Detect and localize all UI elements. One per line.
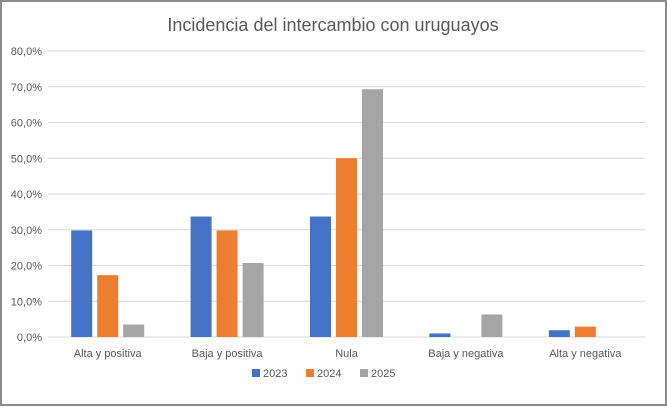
legend: 2023 2024 2025 (252, 368, 395, 380)
legend-label: 2025 (371, 368, 395, 380)
x-category-label: Alta y negativa (549, 348, 622, 360)
x-category-label: Nula (335, 348, 359, 360)
y-tick-label: 10,0% (11, 296, 42, 308)
bar-2025-1 (242, 262, 264, 337)
bar-2025-3 (481, 314, 503, 337)
bar-2024-1 (216, 230, 238, 337)
bar-2025-2 (362, 89, 383, 337)
bar-2024-0 (97, 275, 119, 337)
y-tick-label: 0,0% (17, 332, 42, 344)
chart-title: Incidencia del intercambio con uruguayos (167, 15, 498, 35)
x-axis-labels: Alta y positiva Baja y positiva Nula Baja y… (74, 348, 622, 360)
bar-2023-0 (71, 230, 93, 337)
bar-chart: Incidencia del intercambio con uruguayos… (11, 15, 645, 380)
y-axis-ticks: 0,0% 10,0% 20,0% 30,0% 40,0% 50,0% 60,0% 70,0% 8… (11, 46, 42, 344)
y-tick-label: 50,0% (11, 153, 42, 165)
x-category-label: Baja y negativa (428, 348, 504, 360)
y-tick-label: 40,0% (11, 189, 42, 201)
legend-swatch-2023 (252, 369, 260, 377)
bar-2024-4 (574, 326, 596, 337)
bar-2023-2 (310, 216, 331, 337)
x-category-label: Alta y positiva (74, 348, 143, 360)
y-tick-label: 60,0% (11, 118, 42, 130)
y-tick-label: 30,0% (11, 225, 42, 237)
legend-swatch-2024 (306, 369, 314, 377)
bar-2023-4 (548, 330, 570, 337)
legend-swatch-2025 (360, 369, 368, 377)
bars (71, 89, 596, 337)
x-category-label: Baja y positiva (192, 348, 264, 360)
bar-2025-0 (123, 324, 145, 337)
bar-2023-1 (190, 216, 212, 337)
y-tick-label: 70,0% (11, 82, 42, 94)
y-tick-label: 80,0% (11, 46, 42, 58)
legend-label: 2024 (317, 368, 341, 380)
legend-label: 2023 (263, 368, 287, 380)
bar-2023-3 (429, 333, 451, 337)
bar-2024-2 (336, 158, 357, 337)
y-tick-label: 20,0% (11, 261, 42, 273)
